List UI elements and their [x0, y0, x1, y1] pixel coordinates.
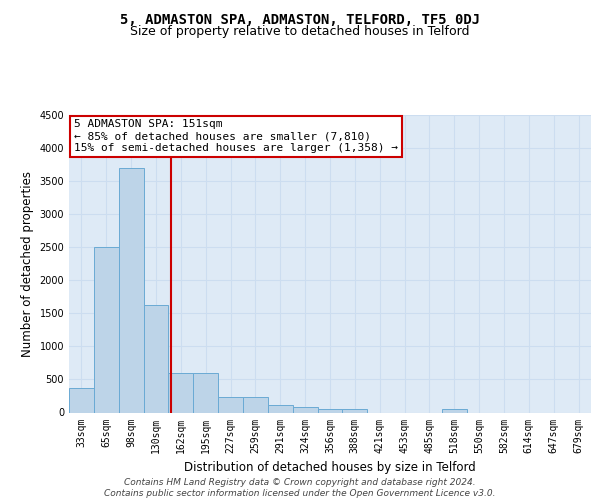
Text: 5, ADMASTON SPA, ADMASTON, TELFORD, TF5 0DJ: 5, ADMASTON SPA, ADMASTON, TELFORD, TF5 …	[120, 12, 480, 26]
X-axis label: Distribution of detached houses by size in Telford: Distribution of detached houses by size …	[184, 461, 476, 474]
Text: Size of property relative to detached houses in Telford: Size of property relative to detached ho…	[130, 25, 470, 38]
Bar	[442, 409, 467, 412]
Bar	[317, 409, 343, 412]
Bar	[268, 405, 293, 412]
Bar	[69, 388, 94, 412]
Y-axis label: Number of detached properties: Number of detached properties	[21, 171, 34, 357]
Text: 5 ADMASTON SPA: 151sqm
← 85% of detached houses are smaller (7,810)
15% of semi-: 5 ADMASTON SPA: 151sqm ← 85% of detached…	[74, 120, 398, 152]
Text: Contains HM Land Registry data © Crown copyright and database right 2024.
Contai: Contains HM Land Registry data © Crown c…	[104, 478, 496, 498]
Bar	[143, 306, 169, 412]
Bar	[218, 396, 243, 412]
Bar	[169, 373, 193, 412]
Bar	[293, 407, 317, 412]
Bar	[193, 373, 218, 412]
Bar	[343, 409, 367, 412]
Bar	[94, 247, 119, 412]
Bar	[243, 396, 268, 412]
Bar	[119, 168, 143, 412]
